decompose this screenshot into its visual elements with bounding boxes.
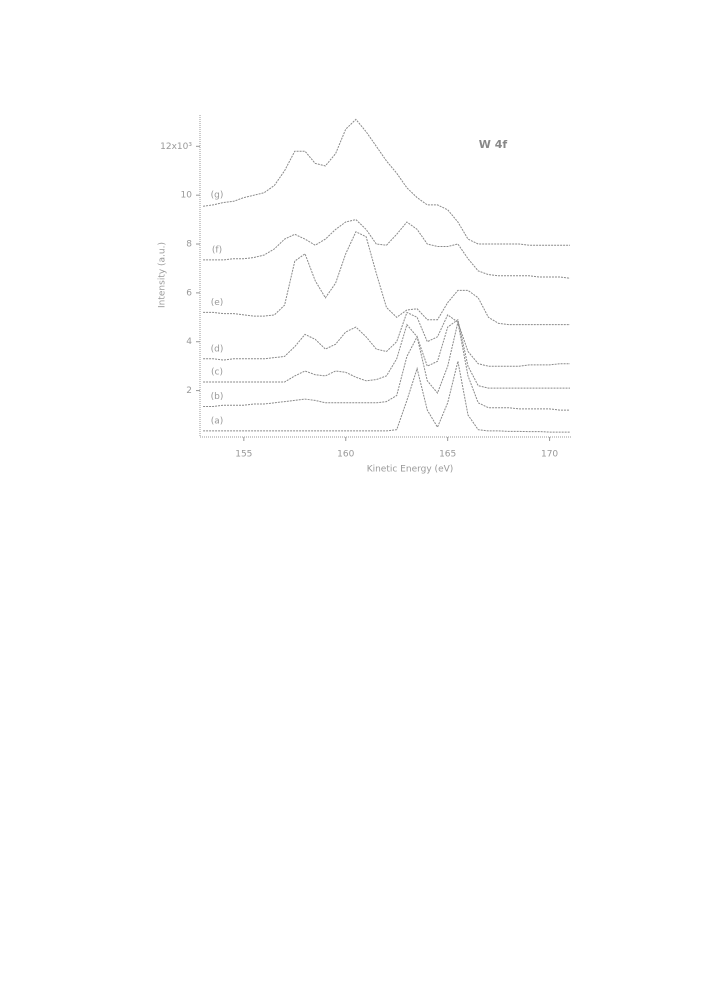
y-axis-label: Intensity (a.u.) (158, 242, 168, 308)
series-label: (b) (211, 392, 224, 402)
annotation: W 4f (479, 138, 508, 151)
series-label: (c) (211, 368, 223, 378)
series-line (203, 231, 570, 326)
x-tick-label: 165 (439, 450, 456, 460)
x-tick-label: 170 (541, 450, 558, 460)
series-line (203, 318, 570, 389)
series-label: (g) (211, 190, 224, 200)
y-tick-label: 2 (186, 386, 192, 396)
y-tick-label: 4 (186, 337, 192, 347)
series-line (203, 361, 570, 433)
y-tick-label: 8 (186, 240, 192, 250)
x-tick-label: 155 (235, 450, 252, 460)
y-tick-label: 6 (186, 288, 192, 298)
series-line (203, 219, 571, 279)
series-line (203, 311, 570, 367)
series-label: (d) (211, 344, 224, 354)
y-tick-label: 10 (181, 191, 193, 201)
x-axis-label: Kinetic Energy (eV) (367, 465, 454, 475)
series-label: (a) (211, 416, 224, 426)
series-label: (e) (211, 298, 224, 308)
x-tick-label: 160 (337, 450, 354, 460)
series-label: (f) (212, 245, 222, 255)
series-line (203, 322, 570, 411)
y-tick-label: 12x10³ (160, 142, 192, 152)
